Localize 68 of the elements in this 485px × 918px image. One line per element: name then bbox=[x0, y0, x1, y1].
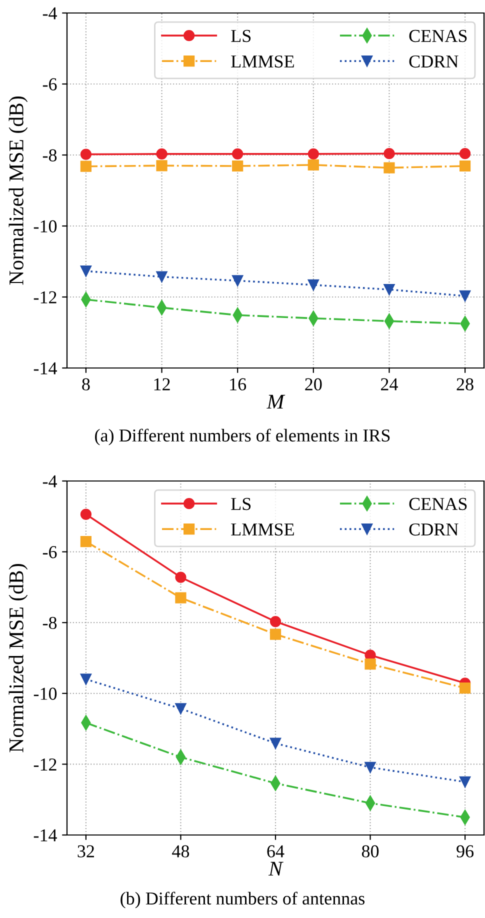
point bbox=[80, 148, 92, 160]
y-axis-title: Normalized MSE (dB) bbox=[8, 96, 28, 285]
point bbox=[270, 738, 282, 749]
x-tick-label: 96 bbox=[456, 845, 474, 858]
x-tick-label: 48 bbox=[172, 845, 190, 858]
point bbox=[175, 703, 186, 714]
x-tick-label: 64 bbox=[267, 845, 284, 858]
point bbox=[364, 762, 376, 773]
point bbox=[270, 628, 282, 640]
point bbox=[80, 674, 92, 685]
y-tick-label: -8 bbox=[42, 616, 57, 630]
legend-label: LMMSE bbox=[231, 55, 294, 68]
point bbox=[80, 160, 92, 172]
y-tick-label: -10 bbox=[34, 220, 57, 232]
x-axis-title: N bbox=[268, 862, 284, 876]
y-tick-label: -10 bbox=[34, 688, 57, 700]
y-tick-label: -6 bbox=[42, 78, 57, 90]
point bbox=[80, 508, 92, 520]
point bbox=[459, 776, 471, 788]
point bbox=[80, 266, 92, 277]
point bbox=[156, 271, 168, 282]
x-tick-label: 24 bbox=[380, 378, 398, 390]
point bbox=[384, 148, 395, 160]
point bbox=[384, 284, 395, 296]
legend-label: CENAS bbox=[409, 498, 467, 510]
point bbox=[175, 592, 186, 604]
y-tick-label: -14 bbox=[34, 362, 57, 374]
point bbox=[308, 279, 319, 290]
x-tick-label: 32 bbox=[78, 845, 94, 858]
point bbox=[156, 160, 168, 172]
y-tick-label: -8 bbox=[42, 149, 57, 162]
point bbox=[459, 160, 471, 172]
point bbox=[232, 275, 244, 286]
y-tick-label: -12 bbox=[34, 758, 56, 770]
point bbox=[308, 148, 319, 160]
legend-label: CENAS bbox=[409, 30, 467, 42]
x-tick-label: 12 bbox=[154, 378, 170, 390]
x-tick-label: 28 bbox=[456, 378, 474, 390]
y-tick-label: -4 bbox=[42, 475, 57, 488]
x-tick-label: 16 bbox=[230, 378, 246, 390]
y-axis-title: Normalized MSE (dB) bbox=[8, 564, 28, 752]
point bbox=[308, 159, 319, 170]
y-tick-label: -14 bbox=[34, 829, 57, 842]
x-tick-label: 20 bbox=[305, 378, 322, 390]
legend-label: LS bbox=[231, 30, 251, 42]
y-tick-label: -4 bbox=[42, 7, 57, 20]
text: (a) Different numbers of elements in IRS bbox=[95, 428, 390, 446]
point bbox=[384, 162, 395, 174]
point bbox=[459, 682, 471, 694]
point bbox=[232, 148, 244, 160]
point bbox=[459, 148, 471, 160]
y-tick-label: -12 bbox=[34, 291, 56, 304]
point bbox=[80, 536, 92, 548]
point bbox=[175, 572, 186, 583]
x-tick-label: 8 bbox=[82, 378, 90, 390]
legend-label: LMMSE bbox=[231, 523, 294, 536]
legend-label: CDRN bbox=[409, 55, 458, 68]
legend-label: LS bbox=[231, 498, 251, 510]
y-tick-label: -6 bbox=[42, 546, 57, 558]
point bbox=[270, 616, 282, 628]
legend-label: CDRN bbox=[409, 523, 458, 536]
x-tick-label: 80 bbox=[362, 845, 379, 858]
point bbox=[156, 148, 168, 160]
text: (b) Different numbers of antennas bbox=[120, 892, 365, 908]
point bbox=[232, 160, 244, 172]
x-axis-title: M bbox=[266, 394, 286, 409]
point bbox=[459, 290, 471, 302]
point bbox=[364, 658, 376, 670]
